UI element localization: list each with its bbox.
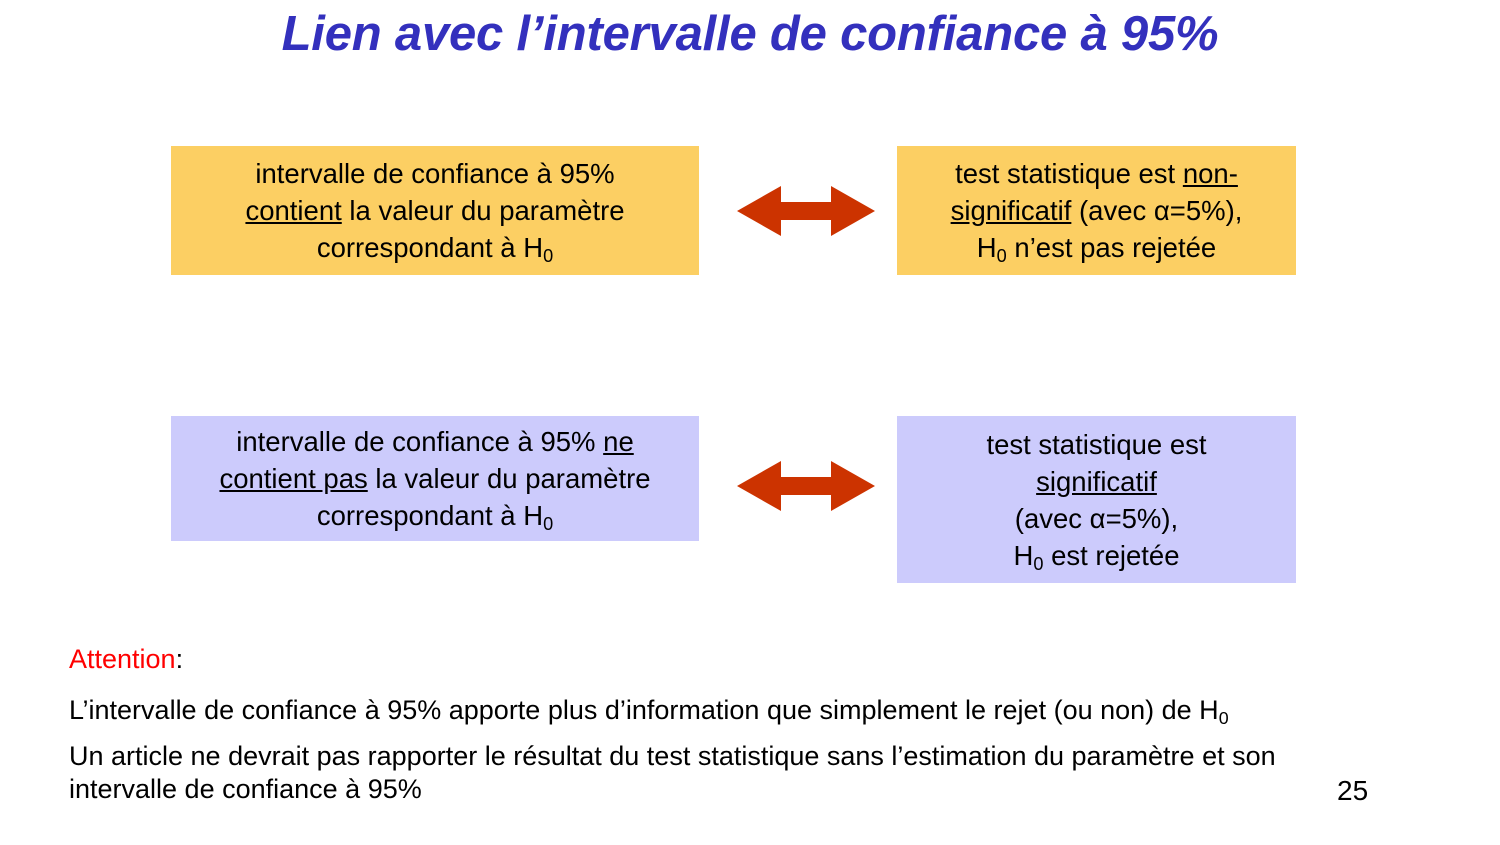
note-paragraph-2: Un article ne devrait pas rapporter le r…: [69, 741, 1276, 804]
double-arrow-icon: [737, 461, 875, 511]
attention-label: Attention:: [69, 643, 183, 676]
box-line: test statistique est non-: [955, 158, 1238, 189]
box-line: intervalle de confiance à 95% ne: [236, 426, 634, 457]
box-line: significatif: [1036, 463, 1157, 500]
box-line: (avec α=5%),: [1014, 502, 1179, 534]
underlined-term: non-: [1182, 158, 1238, 189]
box-line: H0 n’est pas rejetée: [976, 232, 1217, 267]
box-line: contient la valeur du paramètre: [245, 195, 625, 226]
page-title: Lien avec l’intervalle de confiance à 95…: [281, 7, 1219, 61]
box-test-non-significant: test statistique est non- significatif (…: [897, 146, 1296, 275]
hypothesis-subscript: 0: [1218, 707, 1229, 728]
box-test-significant: test statistique est significatif (avec …: [897, 416, 1296, 583]
box-line: significatif (avec α=5%),: [950, 195, 1243, 226]
hypothesis-subscript: 0: [543, 514, 554, 535]
box-confidence-interval-contains: intervalle de confiance à 95% contient l…: [171, 146, 699, 275]
box-confidence-interval-does-not-contain: intervalle de confiance à 95% ne contien…: [171, 416, 699, 541]
underlined-term: ne: [603, 426, 634, 457]
box-line: intervalle de confiance à 95%: [255, 158, 615, 189]
note-paragraph-1: L’intervalle de confiance à 95% apporte …: [69, 695, 1229, 728]
underlined-term: contient pas: [219, 463, 368, 494]
box-line: test statistique est: [986, 428, 1207, 460]
underlined-term: significatif: [1036, 465, 1157, 497]
box-line: contient pas la valeur du paramètre: [219, 463, 651, 494]
underlined-term: contient: [245, 195, 342, 226]
attention-word: Attention: [69, 644, 176, 674]
hypothesis-subscript: 0: [543, 246, 554, 267]
hypothesis-subscript: 0: [1033, 553, 1044, 574]
underlined-term: significatif: [950, 195, 1072, 226]
attention-colon: :: [175, 644, 184, 674]
hypothesis-subscript: 0: [996, 246, 1007, 267]
box-line: H0 est rejetée: [1013, 539, 1180, 574]
box-line: correspondant à H0: [316, 232, 554, 267]
page-number: 25: [1337, 775, 1369, 806]
double-arrow-icon: [737, 186, 875, 236]
box-line: correspondant à H0: [316, 500, 554, 535]
